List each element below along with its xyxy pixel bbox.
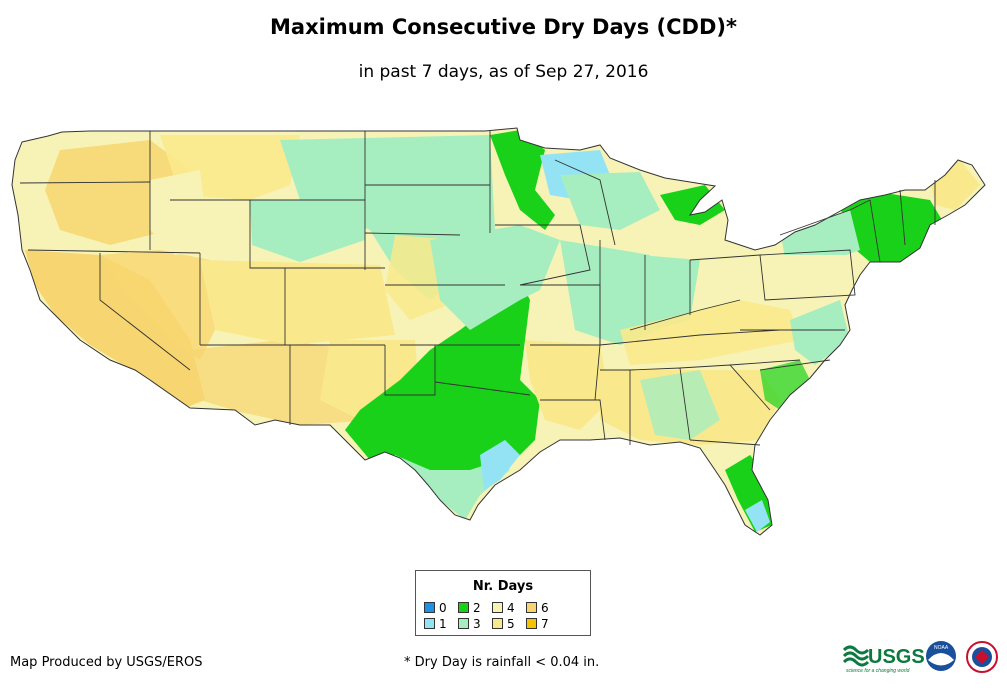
state-borders: [19, 131, 936, 446]
border-tn-ky: [599, 329, 781, 346]
zone-northeast-2: [840, 193, 945, 262]
zone-colorado-5: [200, 260, 395, 345]
usgs-wave-icon: [842, 645, 870, 667]
border-pa: [759, 249, 856, 301]
legend: Nr. Days 0 1 2 3 4 5 6 7: [415, 570, 591, 636]
zone-idaho-4: [150, 170, 210, 255]
border-new-england: [869, 180, 936, 263]
zone-iowa-3: [430, 225, 560, 330]
legend-swatch-6: [526, 602, 537, 613]
border-sd-ne: [364, 232, 461, 236]
legend-swatch-2: [458, 602, 469, 613]
border-ok-tx-red: [434, 381, 531, 396]
zone-california-6: [25, 250, 205, 410]
zone-central-3: [395, 455, 510, 520]
zone-pennsylvania-4: [760, 255, 855, 300]
legend-label-2: 2: [473, 601, 481, 615]
border-ky-north: [629, 299, 741, 331]
legend-swatch-3: [458, 618, 469, 629]
legend-title: Nr. Days: [472, 579, 534, 594]
border-in-oh: [689, 254, 761, 315]
legend-label-7: 7: [541, 617, 549, 631]
zone-great-basin-6: [100, 250, 220, 360]
cdd-map: [11, 127, 986, 536]
legend-label-0: 0: [439, 601, 447, 615]
legend-label-1: 1: [439, 617, 447, 631]
legend-swatch-0: [424, 602, 435, 613]
border-va-nc: [740, 329, 845, 371]
zone-indiana-3: [640, 255, 700, 330]
border-il-in: [599, 240, 646, 345]
zone-new-york-3: [780, 210, 860, 265]
legend-swatch-7: [526, 618, 537, 629]
legend-label-4: 4: [507, 601, 515, 615]
usgs-logo: USGS science for a changing world: [842, 645, 925, 674]
usgs-wordmark: USGS: [868, 646, 925, 668]
border-wy-co: [249, 200, 385, 269]
legend-label-5: 5: [507, 617, 515, 631]
zone-arklatex-5: [525, 340, 610, 430]
zone-southeast-3: [640, 370, 720, 440]
border-or-ca-nv: [27, 249, 201, 254]
border-wi-mi: [554, 159, 616, 246]
zone-ohio-valley-5: [620, 300, 800, 365]
zone-florida-1: [745, 500, 770, 532]
nws-logo: [966, 641, 998, 673]
agency-logos: USGS science for a changing world NOAA: [842, 641, 998, 674]
border-la: [540, 399, 606, 441]
zone-wisconsin-3: [560, 172, 660, 230]
usgs-tagline: science for a changing world: [846, 668, 910, 674]
legend-swatch-1: [424, 618, 435, 629]
legend-swatch-4: [492, 602, 503, 613]
border-sc: [729, 359, 801, 366]
border-tx-ok: [384, 345, 436, 396]
map-credit: Map Produced by USGS/EROS: [10, 655, 203, 670]
zone-carolinas-2: [760, 360, 810, 410]
map-title: Maximum Consecutive Dry Days (CDD)*: [270, 15, 737, 39]
legend-swatch-5: [492, 618, 503, 629]
map-subtitle: in past 7 days, as of Sep 27, 2016: [358, 62, 649, 82]
border-ca-nv-diag: [99, 253, 191, 371]
footnote: * Dry Day is rainfall < 0.04 in.: [404, 655, 600, 670]
zone-illinois-3: [560, 240, 660, 345]
legend-label-6: 6: [541, 601, 549, 615]
border-wa-or: [19, 181, 151, 184]
zone-minnesota-2: [490, 130, 555, 230]
zone-east-texas-1: [480, 440, 520, 490]
zone-central-wet-2: [345, 280, 540, 480]
noaa-text: NOAA: [934, 645, 949, 651]
border-ny: [779, 199, 871, 236]
border-ia: [495, 224, 591, 286]
noaa-logo: NOAA: [926, 641, 956, 671]
zone-va-3: [790, 300, 850, 365]
legend-label-3: 3: [473, 617, 481, 631]
